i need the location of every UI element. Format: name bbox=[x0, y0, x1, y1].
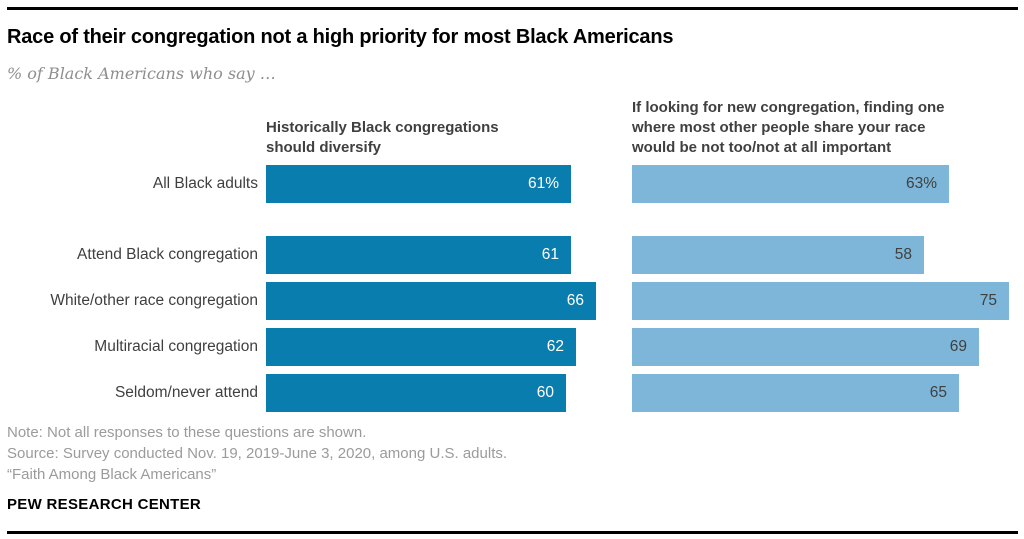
right-panel-header: If looking for new congregation, finding… bbox=[632, 99, 945, 156]
bar-value-label: 58 bbox=[894, 246, 912, 263]
category-label: All Black adults bbox=[152, 175, 258, 192]
top-rule bbox=[7, 7, 1018, 10]
chart-row: White/other race congregation 66 75 bbox=[0, 282, 1024, 320]
chart-row: All Black adults 61% 63% bbox=[0, 165, 1024, 203]
bar-chart: All Black adults 61% 63% Attend Black congr… bbox=[0, 165, 1024, 415]
bar-value-label: 60 bbox=[536, 384, 554, 401]
category-label: White/other race congregation bbox=[50, 292, 258, 309]
bar-value-label: 62 bbox=[546, 338, 564, 355]
bar-race-not-important: 75 bbox=[632, 282, 1009, 320]
category-label: Multiracial congregation bbox=[94, 338, 258, 355]
chart-subtitle: % of Black Americans who say … bbox=[7, 64, 276, 83]
bar-value-label: 66 bbox=[566, 292, 584, 309]
bar-diversify: 62 bbox=[266, 328, 576, 366]
category-label: Seldom/never attend bbox=[114, 384, 258, 401]
bar-value-label: 65 bbox=[929, 384, 947, 401]
bar-value-label: 75 bbox=[979, 292, 997, 309]
chart-row: Seldom/never attend 60 65 bbox=[0, 374, 1024, 412]
bar-value-label: 63% bbox=[905, 175, 937, 192]
bar-value-label: 69 bbox=[949, 338, 967, 355]
chart-row: Attend Black congregation 61 58 bbox=[0, 236, 1024, 274]
report-title-line: “Faith Among Black Americans” bbox=[7, 466, 217, 483]
bar-diversify: 61% bbox=[266, 165, 571, 203]
bar-race-not-important: 65 bbox=[632, 374, 959, 412]
bar-value-label: 61% bbox=[527, 175, 559, 192]
category-label: Attend Black congregation bbox=[77, 246, 258, 263]
source-line: Source: Survey conducted Nov. 19, 2019-J… bbox=[7, 445, 508, 462]
bar-race-not-important: 58 bbox=[632, 236, 924, 274]
bar-diversify: 66 bbox=[266, 282, 596, 320]
chart-row: Multiracial congregation 62 69 bbox=[0, 328, 1024, 366]
bottom-rule bbox=[7, 531, 1018, 534]
brand-wordmark: PEW RESEARCH CENTER bbox=[7, 496, 202, 513]
bar-diversify: 61 bbox=[266, 236, 571, 274]
chart-title: Race of their congregation not a high pr… bbox=[7, 26, 674, 48]
bar-race-not-important: 69 bbox=[632, 328, 979, 366]
note-line: Note: Not all responses to these questio… bbox=[7, 424, 367, 441]
left-panel-header: Historically Black congregations should … bbox=[266, 119, 499, 156]
bar-race-not-important: 63% bbox=[632, 165, 949, 203]
bar-diversify: 60 bbox=[266, 374, 566, 412]
bar-value-label: 61 bbox=[541, 246, 559, 263]
